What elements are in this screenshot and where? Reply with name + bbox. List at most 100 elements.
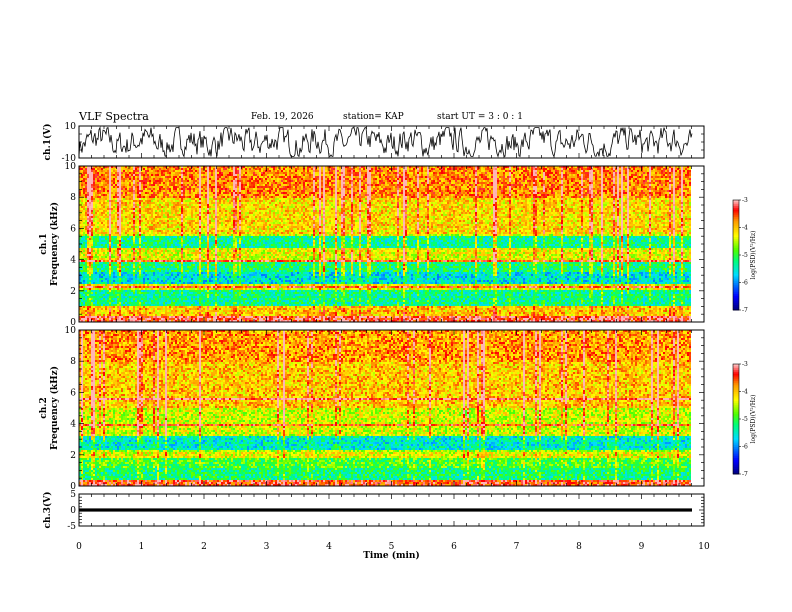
psd-cell (335, 316, 337, 318)
psd-cell (561, 318, 563, 320)
psd-cell (369, 316, 371, 318)
psd-cell (529, 318, 531, 320)
psd-cell (679, 308, 681, 310)
psd-cell (519, 308, 521, 310)
psd-cell (295, 298, 297, 300)
psd-cell (655, 300, 657, 302)
psd-cell (405, 294, 407, 296)
psd-cell (661, 302, 663, 304)
psd-cell (197, 318, 199, 320)
psd-cell (589, 308, 591, 310)
psd-cell (85, 312, 87, 314)
psd-cell (573, 304, 575, 306)
psd-cell (485, 308, 487, 310)
psd-cell (295, 304, 297, 306)
psd-cell (315, 320, 317, 322)
psd-cell (401, 314, 403, 316)
psd-cell (301, 292, 303, 294)
psd-cell (283, 310, 285, 312)
psd-cell (199, 290, 201, 292)
psd-cell (539, 312, 541, 314)
psd-cell (689, 298, 691, 300)
psd-cell (485, 290, 487, 292)
psd-cell (249, 298, 251, 300)
psd-cell (603, 300, 605, 302)
psd-cell (425, 296, 427, 298)
psd-cell (203, 300, 205, 302)
psd-cell (269, 298, 271, 300)
psd-cell (515, 300, 517, 302)
psd-cell (351, 290, 353, 292)
psd-cell (569, 308, 571, 310)
psd-cell (571, 292, 573, 294)
psd-cell (199, 312, 201, 314)
psd-cell (363, 308, 365, 310)
psd-cell (343, 318, 345, 320)
psd-cell (87, 318, 89, 320)
psd-cell (223, 296, 225, 298)
psd-cell (395, 294, 397, 296)
psd-cell (201, 310, 203, 312)
psd-cell (187, 298, 189, 300)
psd-cell (149, 318, 151, 320)
psd-cell (415, 308, 417, 310)
psd-cell (617, 302, 619, 304)
psd-cell (423, 294, 425, 296)
psd-cell (601, 296, 603, 298)
psd-cell (531, 290, 533, 292)
psd-cell (305, 306, 307, 308)
psd-cell (683, 296, 685, 298)
psd-cell (363, 296, 365, 298)
psd-cell (655, 304, 657, 306)
psd-cell (165, 302, 167, 304)
psd-cell (361, 310, 363, 312)
psd-cell (517, 306, 519, 308)
psd-cell (517, 290, 519, 292)
psd-cell (569, 290, 571, 292)
psd-cell (633, 292, 635, 294)
psd-cell (551, 312, 553, 314)
psd-cell (429, 308, 431, 310)
psd-cell (679, 314, 681, 316)
psd-cell (123, 304, 125, 306)
psd-cell (347, 306, 349, 308)
psd-cell (333, 318, 335, 320)
psd-cell (351, 304, 353, 306)
psd-cell (185, 302, 187, 304)
psd-cell (299, 300, 301, 302)
psd-cell (91, 318, 93, 320)
psd-cell (87, 294, 89, 296)
psd-cell (631, 296, 633, 298)
psd-cell (527, 312, 529, 314)
psd-cell (353, 296, 355, 298)
psd-cell (415, 302, 417, 304)
psd-cell (119, 312, 121, 314)
psd-cell (511, 294, 513, 296)
psd-cell (187, 300, 189, 302)
psd-cell (135, 302, 137, 304)
psd-cell (503, 316, 505, 318)
psd-cell (391, 302, 393, 304)
psd-cell (241, 290, 243, 292)
psd-cell (317, 308, 319, 310)
psd-cell (609, 314, 611, 316)
psd-cell (259, 318, 261, 320)
psd-cell (107, 294, 109, 296)
psd-cell (149, 320, 151, 322)
psd-cell (131, 296, 133, 298)
psd-cell (347, 296, 349, 298)
psd-cell (551, 290, 553, 292)
psd-cell (289, 318, 291, 320)
psd-cell (441, 294, 443, 296)
psd-cell (91, 320, 93, 322)
psd-cell (167, 316, 169, 318)
psd-cell (367, 302, 369, 304)
psd-cell (515, 318, 517, 320)
psd-cell (551, 294, 553, 296)
psd-cell (425, 308, 427, 310)
psd-cell (457, 302, 459, 304)
psd-cell (389, 300, 391, 302)
psd-cell (147, 298, 149, 300)
psd-cell (301, 290, 303, 292)
psd-cell (549, 290, 551, 292)
